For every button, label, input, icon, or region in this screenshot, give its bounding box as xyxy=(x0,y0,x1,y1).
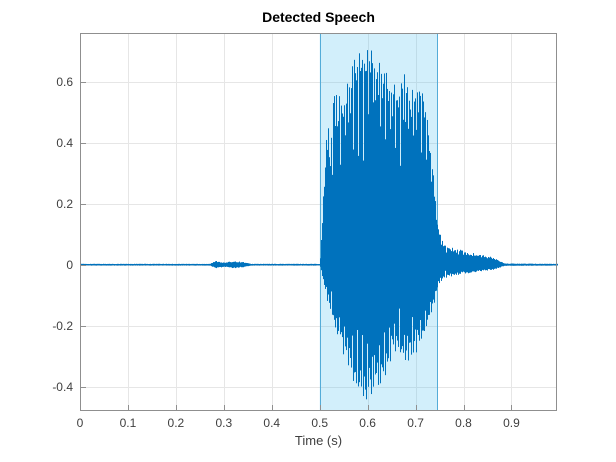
x-tick-label: 0.3 xyxy=(215,416,233,430)
x-axis-label: Time (s) xyxy=(294,433,343,448)
x-tick-label: 0 xyxy=(76,416,84,430)
y-tick-label: 0.6 xyxy=(56,74,73,89)
x-tick-label: 0.8 xyxy=(455,416,472,430)
y-tick-label: -0.2 xyxy=(52,318,73,333)
x-tick-label: 0.2 xyxy=(167,416,185,430)
x-tick-label: 0.9 xyxy=(503,416,520,430)
x-tick-label: 0.4 xyxy=(263,416,281,430)
x-tick-label: 0.7 xyxy=(407,416,424,430)
y-tick-label: 0 xyxy=(66,257,73,272)
x-tick-label: 0.5 xyxy=(311,416,329,430)
x-tick-label: 0.6 xyxy=(359,416,376,430)
y-tick-label: 0.4 xyxy=(56,135,73,150)
x-tick-label: 0.1 xyxy=(119,416,137,430)
y-tick-label: 0.2 xyxy=(56,196,73,211)
y-tick-label: -0.4 xyxy=(52,379,73,394)
chart-title: Detected Speech xyxy=(262,9,375,25)
